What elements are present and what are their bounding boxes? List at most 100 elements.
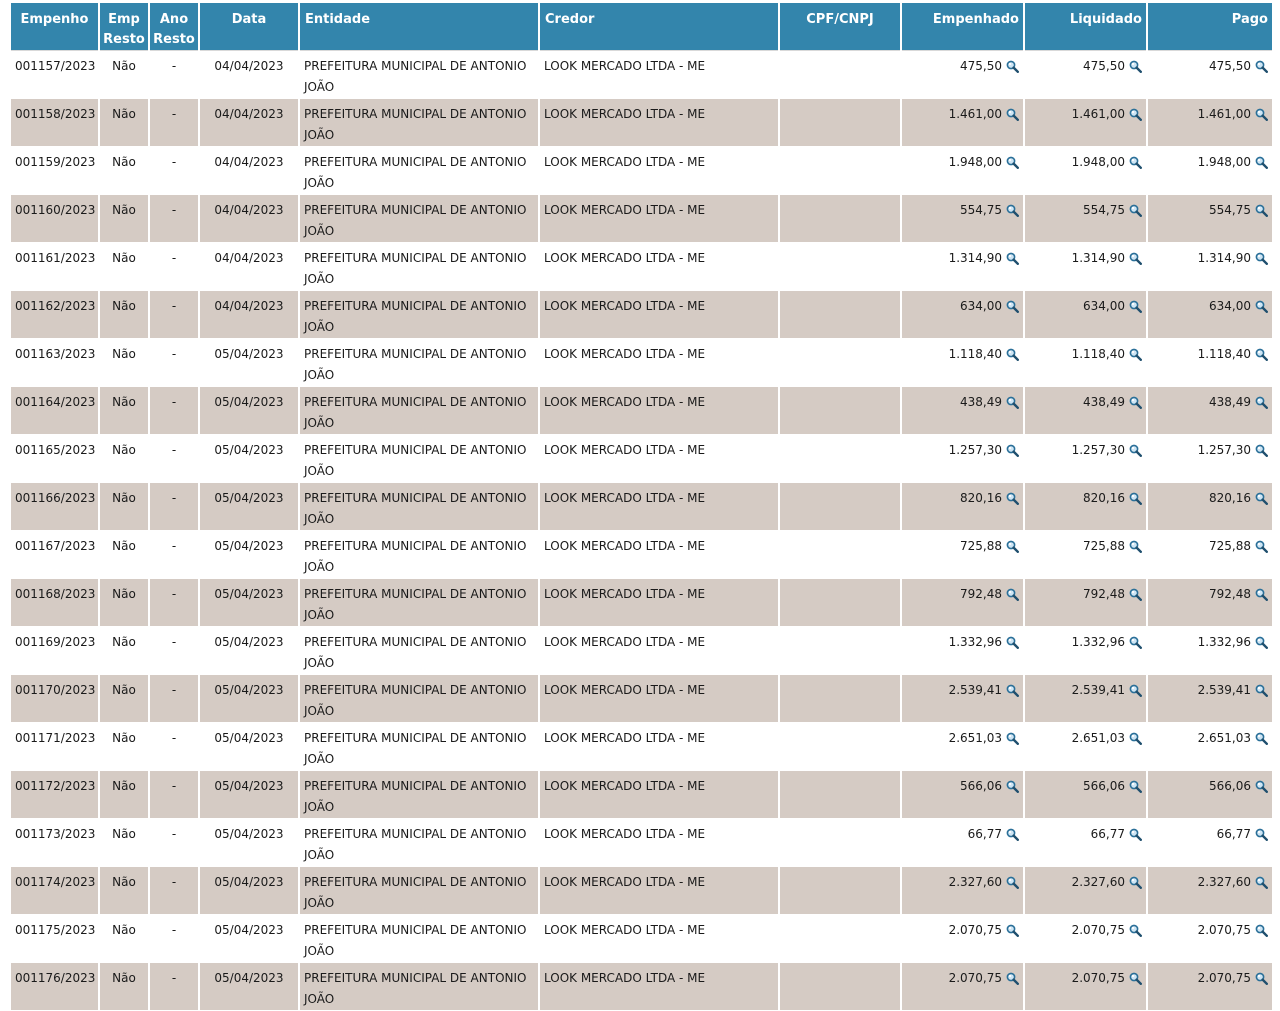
magnifier-icon[interactable] <box>1255 491 1269 506</box>
magnifier-icon[interactable] <box>1006 59 1020 74</box>
table-row[interactable]: 001170/2023 Não -05/04/2023 PREFEITURA MUNI… <box>11 675 1272 723</box>
cell-empenho[interactable]: 001167/2023 <box>11 531 98 579</box>
col-empenhado-header[interactable]: Empenhado <box>902 3 1023 51</box>
table-row[interactable]: 001166/2023 Não -05/04/2023 PREFEITURA MUNI… <box>11 483 1272 531</box>
magnifier-icon[interactable] <box>1129 395 1143 410</box>
cell-empenho[interactable]: 001162/2023 <box>11 291 98 339</box>
cell-empenho[interactable]: 001169/2023 <box>11 627 98 675</box>
table-row[interactable]: 001168/2023 Não -05/04/2023 PREFEITURA MUNI… <box>11 579 1272 627</box>
cell-empenho[interactable]: 001159/2023 <box>11 147 98 195</box>
magnifier-icon[interactable] <box>1006 299 1020 314</box>
table-row[interactable]: 001163/2023 Não -05/04/2023 PREFEITURA MUNI… <box>11 339 1272 387</box>
magnifier-icon[interactable] <box>1129 923 1143 938</box>
magnifier-icon[interactable] <box>1129 251 1143 266</box>
magnifier-icon[interactable] <box>1129 731 1143 746</box>
cell-empenho[interactable]: 001161/2023 <box>11 243 98 291</box>
magnifier-icon[interactable] <box>1006 923 1020 938</box>
cell-empenho[interactable]: 001157/2023 <box>11 51 98 99</box>
cell-empenho[interactable]: 001168/2023 <box>11 579 98 627</box>
magnifier-icon[interactable] <box>1129 155 1143 170</box>
magnifier-icon[interactable] <box>1255 443 1269 458</box>
table-row[interactable]: 001162/2023 Não -04/04/2023 PREFEITURA MUNI… <box>11 291 1272 339</box>
cell-empenho[interactable]: 001158/2023 <box>11 99 98 147</box>
magnifier-icon[interactable] <box>1255 683 1269 698</box>
magnifier-icon[interactable] <box>1006 827 1020 842</box>
magnifier-icon[interactable] <box>1255 107 1269 122</box>
magnifier-icon[interactable] <box>1006 683 1020 698</box>
magnifier-icon[interactable] <box>1255 779 1269 794</box>
magnifier-icon[interactable] <box>1006 971 1020 986</box>
magnifier-icon[interactable] <box>1006 875 1020 890</box>
magnifier-icon[interactable] <box>1129 779 1143 794</box>
table-row[interactable]: 001173/2023 Não -05/04/2023 PREFEITURA MUNI… <box>11 819 1272 867</box>
magnifier-icon[interactable] <box>1129 59 1143 74</box>
magnifier-icon[interactable] <box>1006 347 1020 362</box>
col-data-header[interactable]: Data <box>200 3 298 51</box>
magnifier-icon[interactable] <box>1006 587 1020 602</box>
table-row[interactable]: 001161/2023 Não -04/04/2023 PREFEITURA MUNI… <box>11 243 1272 291</box>
magnifier-icon[interactable] <box>1006 395 1020 410</box>
cell-empenho[interactable]: 001175/2023 <box>11 915 98 963</box>
magnifier-icon[interactable] <box>1255 347 1269 362</box>
magnifier-icon[interactable] <box>1006 635 1020 650</box>
magnifier-icon[interactable] <box>1006 107 1020 122</box>
magnifier-icon[interactable] <box>1129 107 1143 122</box>
magnifier-icon[interactable] <box>1129 635 1143 650</box>
cell-empenho[interactable]: 001174/2023 <box>11 867 98 915</box>
cell-empenho[interactable]: 001173/2023 <box>11 819 98 867</box>
magnifier-icon[interactable] <box>1255 731 1269 746</box>
magnifier-icon[interactable] <box>1129 875 1143 890</box>
table-row[interactable]: 001158/2023 Não -04/04/2023 PREFEITURA MUNI… <box>11 99 1272 147</box>
col-empenho-header[interactable]: Empenho <box>11 3 98 51</box>
magnifier-icon[interactable] <box>1006 251 1020 266</box>
cell-empenho[interactable]: 001166/2023 <box>11 483 98 531</box>
magnifier-icon[interactable] <box>1006 443 1020 458</box>
cell-empenho[interactable]: 001164/2023 <box>11 387 98 435</box>
cell-empenho[interactable]: 001171/2023 <box>11 723 98 771</box>
magnifier-icon[interactable] <box>1006 155 1020 170</box>
col-emp-resto-header[interactable]: Emp Resto <box>100 3 148 51</box>
table-row[interactable]: 001159/2023 Não -04/04/2023 PREFEITURA MUNI… <box>11 147 1272 195</box>
table-row[interactable]: 001169/2023 Não -05/04/2023 PREFEITURA MUNI… <box>11 627 1272 675</box>
magnifier-icon[interactable] <box>1255 587 1269 602</box>
table-row[interactable]: 001164/2023 Não -05/04/2023 PREFEITURA MUNI… <box>11 387 1272 435</box>
magnifier-icon[interactable] <box>1129 683 1143 698</box>
magnifier-icon[interactable] <box>1255 251 1269 266</box>
table-row[interactable]: 001174/2023 Não -05/04/2023 PREFEITURA MUNI… <box>11 867 1272 915</box>
magnifier-icon[interactable] <box>1255 155 1269 170</box>
col-credor-header[interactable]: Credor <box>540 3 778 51</box>
col-entidade-header[interactable]: Entidade <box>300 3 538 51</box>
magnifier-icon[interactable] <box>1129 347 1143 362</box>
magnifier-icon[interactable] <box>1255 827 1269 842</box>
magnifier-icon[interactable] <box>1006 731 1020 746</box>
col-liquidado-header[interactable]: Liquidado <box>1025 3 1146 51</box>
cell-empenho[interactable]: 001160/2023 <box>11 195 98 243</box>
magnifier-icon[interactable] <box>1129 299 1143 314</box>
table-row[interactable]: 001157/2023 Não -04/04/2023 PREFEITURA MUNI… <box>11 51 1272 99</box>
table-row[interactable]: 001165/2023 Não -05/04/2023 PREFEITURA MUNI… <box>11 435 1272 483</box>
magnifier-icon[interactable] <box>1129 443 1143 458</box>
magnifier-icon[interactable] <box>1129 971 1143 986</box>
cell-empenho[interactable]: 001170/2023 <box>11 675 98 723</box>
magnifier-icon[interactable] <box>1129 587 1143 602</box>
table-row[interactable]: 001171/2023 Não -05/04/2023 PREFEITURA MUNI… <box>11 723 1272 771</box>
magnifier-icon[interactable] <box>1006 779 1020 794</box>
table-row[interactable]: 001175/2023 Não -05/04/2023 PREFEITURA MUNI… <box>11 915 1272 963</box>
magnifier-icon[interactable] <box>1255 59 1269 74</box>
magnifier-icon[interactable] <box>1255 971 1269 986</box>
cell-empenho[interactable]: 001163/2023 <box>11 339 98 387</box>
magnifier-icon[interactable] <box>1255 299 1269 314</box>
magnifier-icon[interactable] <box>1255 635 1269 650</box>
magnifier-icon[interactable] <box>1006 539 1020 554</box>
table-row[interactable]: 001176/2023 Não -05/04/2023 PREFEITURA MUNI… <box>11 963 1272 1011</box>
magnifier-icon[interactable] <box>1129 827 1143 842</box>
magnifier-icon[interactable] <box>1129 491 1143 506</box>
col-ano-resto-header[interactable]: Ano Resto <box>150 3 198 51</box>
magnifier-icon[interactable] <box>1129 203 1143 218</box>
magnifier-icon[interactable] <box>1255 923 1269 938</box>
magnifier-icon[interactable] <box>1255 875 1269 890</box>
table-row[interactable]: 001167/2023 Não -05/04/2023 PREFEITURA MUNI… <box>11 531 1272 579</box>
magnifier-icon[interactable] <box>1006 491 1020 506</box>
cell-empenho[interactable]: 001172/2023 <box>11 771 98 819</box>
col-cpf-cnpj-header[interactable]: CPF/CNPJ <box>780 3 900 51</box>
